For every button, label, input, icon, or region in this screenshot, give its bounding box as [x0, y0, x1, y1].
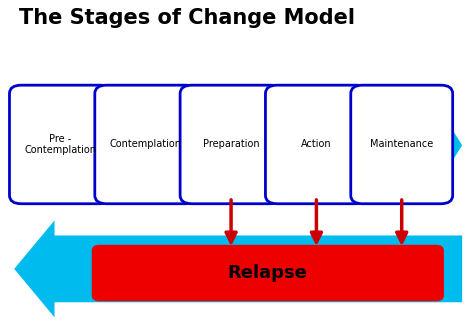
FancyBboxPatch shape: [265, 85, 367, 204]
Text: Preparation: Preparation: [203, 140, 259, 149]
Text: Contemplation: Contemplation: [110, 140, 182, 149]
FancyBboxPatch shape: [95, 85, 197, 204]
FancyBboxPatch shape: [92, 245, 443, 301]
FancyBboxPatch shape: [351, 85, 453, 204]
Text: Maintenance: Maintenance: [370, 140, 433, 149]
Polygon shape: [14, 89, 462, 202]
Text: The Stages of Change Model: The Stages of Change Model: [19, 8, 355, 28]
FancyBboxPatch shape: [180, 85, 282, 204]
Polygon shape: [14, 220, 462, 317]
FancyBboxPatch shape: [9, 85, 111, 204]
Text: Pre -
Contemplation: Pre - Contemplation: [25, 134, 96, 155]
Text: Relapse: Relapse: [228, 264, 308, 282]
Text: Action: Action: [301, 140, 332, 149]
